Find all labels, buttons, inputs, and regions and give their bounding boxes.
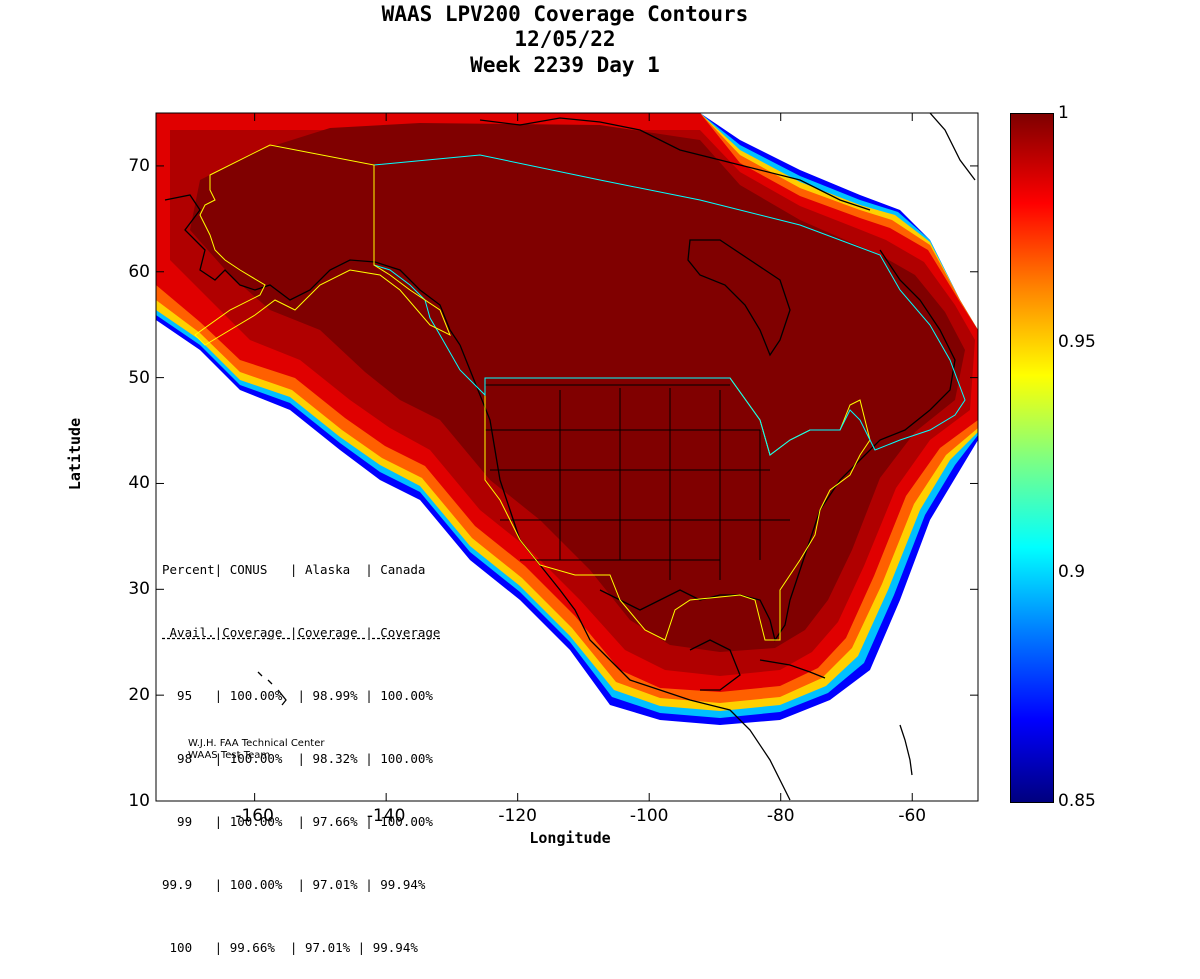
hudson-bay-coast: [687, 239, 791, 357]
greenland-coast: [929, 113, 976, 181]
labrador-coast: [879, 249, 956, 411]
y-tick-label: 60: [128, 261, 150, 282]
stats-row: 100 | 99.66% | 97.01% | 99.94%: [162, 940, 418, 955]
us-state-lines: [485, 384, 790, 580]
stats-row: 99.9 | 100.00% | 97.01% | 99.94%: [162, 877, 426, 892]
y-axis-label: Latitude: [66, 417, 84, 491]
chart-date: 12/05/22: [514, 27, 616, 51]
x-tick-label: -120: [498, 806, 537, 826]
stats-row: 98 | 100.00% | 98.32% | 100.00%: [162, 751, 433, 766]
credit-line-1: W.J.H. FAA Technical Center: [188, 738, 325, 749]
x-tick-label: -100: [629, 806, 669, 826]
canada-boundary: [373, 154, 966, 456]
colorbar-tick-label: 0.9: [1058, 561, 1086, 582]
stats-header-1: Percent| CONUS | Alaska | Canada: [162, 562, 426, 577]
cuba-coast: [759, 659, 826, 679]
x-tick-label: -60: [898, 806, 927, 826]
plot-frame: [155, 112, 979, 802]
stats-row: 95 | 100.00% | 98.99% | 100.00%: [162, 688, 433, 703]
tick-marks: [156, 113, 978, 802]
map-plot: [155, 112, 979, 802]
y-tick-label: 10: [128, 791, 150, 811]
yucatan-coast: [689, 639, 741, 691]
x-tick-label: -80: [766, 806, 795, 826]
airspace-boundaries: [194, 144, 966, 641]
x-tick-label: -140: [366, 806, 406, 826]
y-tick-label: 50: [128, 367, 150, 388]
credit-text: W.J.H. FAA Technical Center WAAS Test Te…: [188, 738, 324, 762]
alaska-boundary: [194, 144, 451, 346]
colorbar-tick-label: 1: [1058, 103, 1069, 123]
colorbar-tick-label: 0.85: [1058, 791, 1096, 811]
coastlines: [164, 113, 976, 801]
x-tick-label: -160: [235, 806, 274, 826]
hawaii-islands: [257, 671, 287, 706]
x-axis-label: Longitude: [529, 829, 611, 847]
y-tick-label: 20: [128, 685, 150, 706]
chart-week: Week 2239 Day 1: [470, 53, 660, 77]
chart-title: WAAS LPV200 Coverage Contours: [381, 2, 749, 26]
arctic-islands: [479, 117, 871, 211]
credit-line-2: WAAS Test Team: [188, 750, 271, 761]
alaska-coast: [164, 194, 461, 346]
y-tick-label: 30: [128, 579, 150, 600]
y-tick-label: 40: [128, 473, 150, 494]
y-tick-label: 70: [128, 155, 150, 176]
colorbar-tick-label: 0.95: [1058, 332, 1096, 353]
caribbean-islands: [899, 724, 913, 776]
stats-row: 99 | 100.00% | 97.66% | 100.00%: [162, 814, 433, 829]
stats-header-2: Avail.|Coverage |Coverage | Coverage: [162, 625, 441, 640]
colorbar: [1010, 113, 1054, 803]
